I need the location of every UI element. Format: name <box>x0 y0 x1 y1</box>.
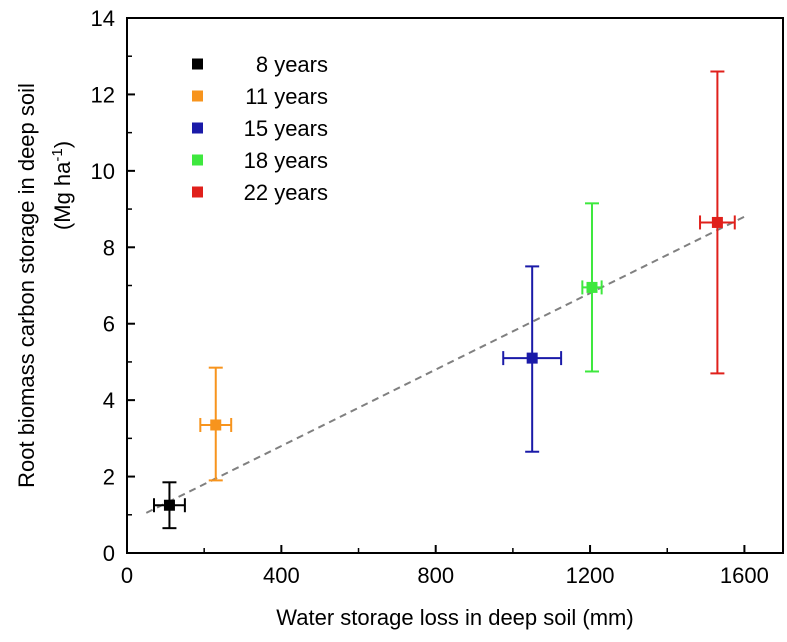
data-point-group <box>581 202 603 373</box>
data-points <box>153 70 736 530</box>
legend-marker <box>192 58 203 70</box>
y-tick-label: 0 <box>103 541 115 566</box>
data-point-marker <box>586 281 598 293</box>
y-tick-label: 4 <box>103 388 115 413</box>
x-tick-label: 800 <box>417 563 454 588</box>
y-tick-label: 14 <box>91 6 115 31</box>
x-tick-label: 0 <box>121 563 133 588</box>
legend-label: 22 years <box>244 180 328 205</box>
y-tick-label: 2 <box>103 465 115 490</box>
axis-ticks: 0 400 800 1200 1600 0 2 4 6 8 10 12 14 <box>91 6 769 588</box>
legend-marker <box>192 122 203 134</box>
y-tick-label: 8 <box>103 235 115 260</box>
x-tick-label: 1200 <box>566 563 615 588</box>
data-point-marker <box>711 216 723 228</box>
data-point-marker <box>163 499 175 511</box>
data-point-marker <box>210 419 222 431</box>
y-axis-title-prefix: (Mg ha <box>50 161 75 230</box>
legend-marker <box>192 90 203 102</box>
y-axis-title-line2: (Mg ha-1) <box>49 141 76 230</box>
legend-label: 8 years <box>256 52 328 77</box>
x-axis-title: Water storage loss in deep soil (mm) <box>276 605 633 630</box>
legend-label: 11 years <box>245 84 328 109</box>
legend: 8 years 11 years 15 years 18 years 22 years <box>192 52 328 205</box>
data-point-group <box>153 481 186 530</box>
data-point-marker <box>526 352 538 364</box>
legend-label: 18 years <box>244 148 328 173</box>
fit-line <box>145 215 745 514</box>
y-axis-title-superscript: -1 <box>49 148 66 161</box>
y-axis-title-suffix: ) <box>50 141 75 148</box>
legend-marker <box>192 186 203 198</box>
fit-line-group <box>145 215 745 514</box>
data-point-group <box>502 265 563 453</box>
y-axis-title-line1: Root biomass carbon storage in deep soil <box>14 83 39 488</box>
x-tick-label: 1600 <box>720 563 769 588</box>
y-tick-label: 10 <box>91 159 115 184</box>
legend-marker <box>192 154 203 166</box>
x-tick-label: 400 <box>263 563 300 588</box>
data-point-group <box>699 70 736 375</box>
legend-label: 15 years <box>244 116 328 141</box>
y-tick-label: 6 <box>103 312 115 337</box>
data-point-group <box>199 366 233 482</box>
y-tick-label: 12 <box>91 82 115 107</box>
